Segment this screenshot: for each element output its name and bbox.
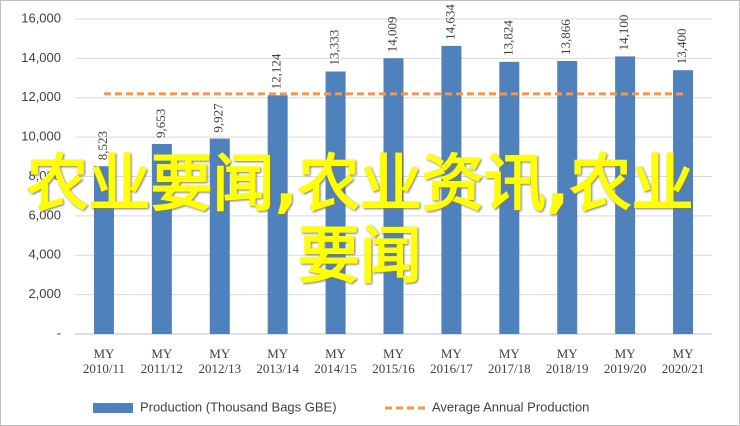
x-tick-label: MY 2015/16 bbox=[372, 346, 415, 376]
value-label: 9,927 bbox=[211, 103, 226, 133]
value-label: 14,634 bbox=[442, 4, 457, 40]
x-tick-label: MY 2019/20 bbox=[603, 346, 647, 376]
value-label: 13,824 bbox=[500, 20, 515, 56]
y-tick-label: 16,000 bbox=[21, 10, 61, 25]
y-tick-label: 10,000 bbox=[21, 129, 61, 144]
y-tick-label: 14,000 bbox=[21, 50, 61, 65]
x-tick-label: MY 2014/15 bbox=[314, 346, 357, 376]
bar bbox=[383, 58, 404, 334]
x-tick-label: MY 2017/18 bbox=[488, 346, 531, 376]
bar bbox=[151, 143, 172, 334]
value-label: 13,866 bbox=[558, 19, 573, 55]
bar bbox=[441, 45, 462, 334]
value-label: 13,333 bbox=[327, 30, 342, 66]
x-tick-label: MY 2016/17 bbox=[430, 346, 473, 376]
y-tick-label: 6,000 bbox=[28, 207, 61, 222]
legend-swatch bbox=[93, 403, 133, 413]
x-tick-label: MY 2018/19 bbox=[545, 346, 589, 376]
overlay-text: 农业要闻,农业资讯,农业要闻 bbox=[26, 147, 694, 292]
x-tick-label: MY 2013/14 bbox=[256, 346, 299, 376]
bar bbox=[615, 56, 636, 334]
x-tick-label: MY 2012/13 bbox=[198, 346, 242, 376]
value-label: 12,124 bbox=[269, 53, 284, 89]
y-tick-label: 4,000 bbox=[28, 247, 61, 262]
value-label: 13,400 bbox=[674, 28, 689, 64]
y-tick-label: - bbox=[57, 325, 61, 340]
legend-label: Production (Thousand Bags GBE) bbox=[140, 399, 337, 414]
y-tick-label: 8,000 bbox=[28, 168, 61, 183]
value-label: 14,009 bbox=[384, 16, 399, 52]
value-label: 8,523 bbox=[95, 131, 110, 160]
bar bbox=[557, 61, 578, 335]
bar bbox=[673, 70, 694, 334]
y-tick-label: 12,000 bbox=[21, 89, 61, 104]
x-tick-label: MY 2020/21 bbox=[661, 346, 705, 376]
value-label: 14,100 bbox=[616, 15, 631, 51]
bar bbox=[209, 138, 230, 334]
value-label: 9,653 bbox=[153, 109, 168, 138]
bar bbox=[499, 61, 520, 335]
legend-label: Average Annual Production bbox=[432, 399, 589, 414]
y-tick-label: 2,000 bbox=[28, 286, 61, 301]
x-tick-label: MY 2010/11 bbox=[82, 346, 126, 376]
bar bbox=[93, 166, 114, 334]
bar bbox=[325, 71, 346, 334]
bar bbox=[267, 95, 288, 334]
x-tick-label: MY 2011/12 bbox=[140, 346, 183, 376]
